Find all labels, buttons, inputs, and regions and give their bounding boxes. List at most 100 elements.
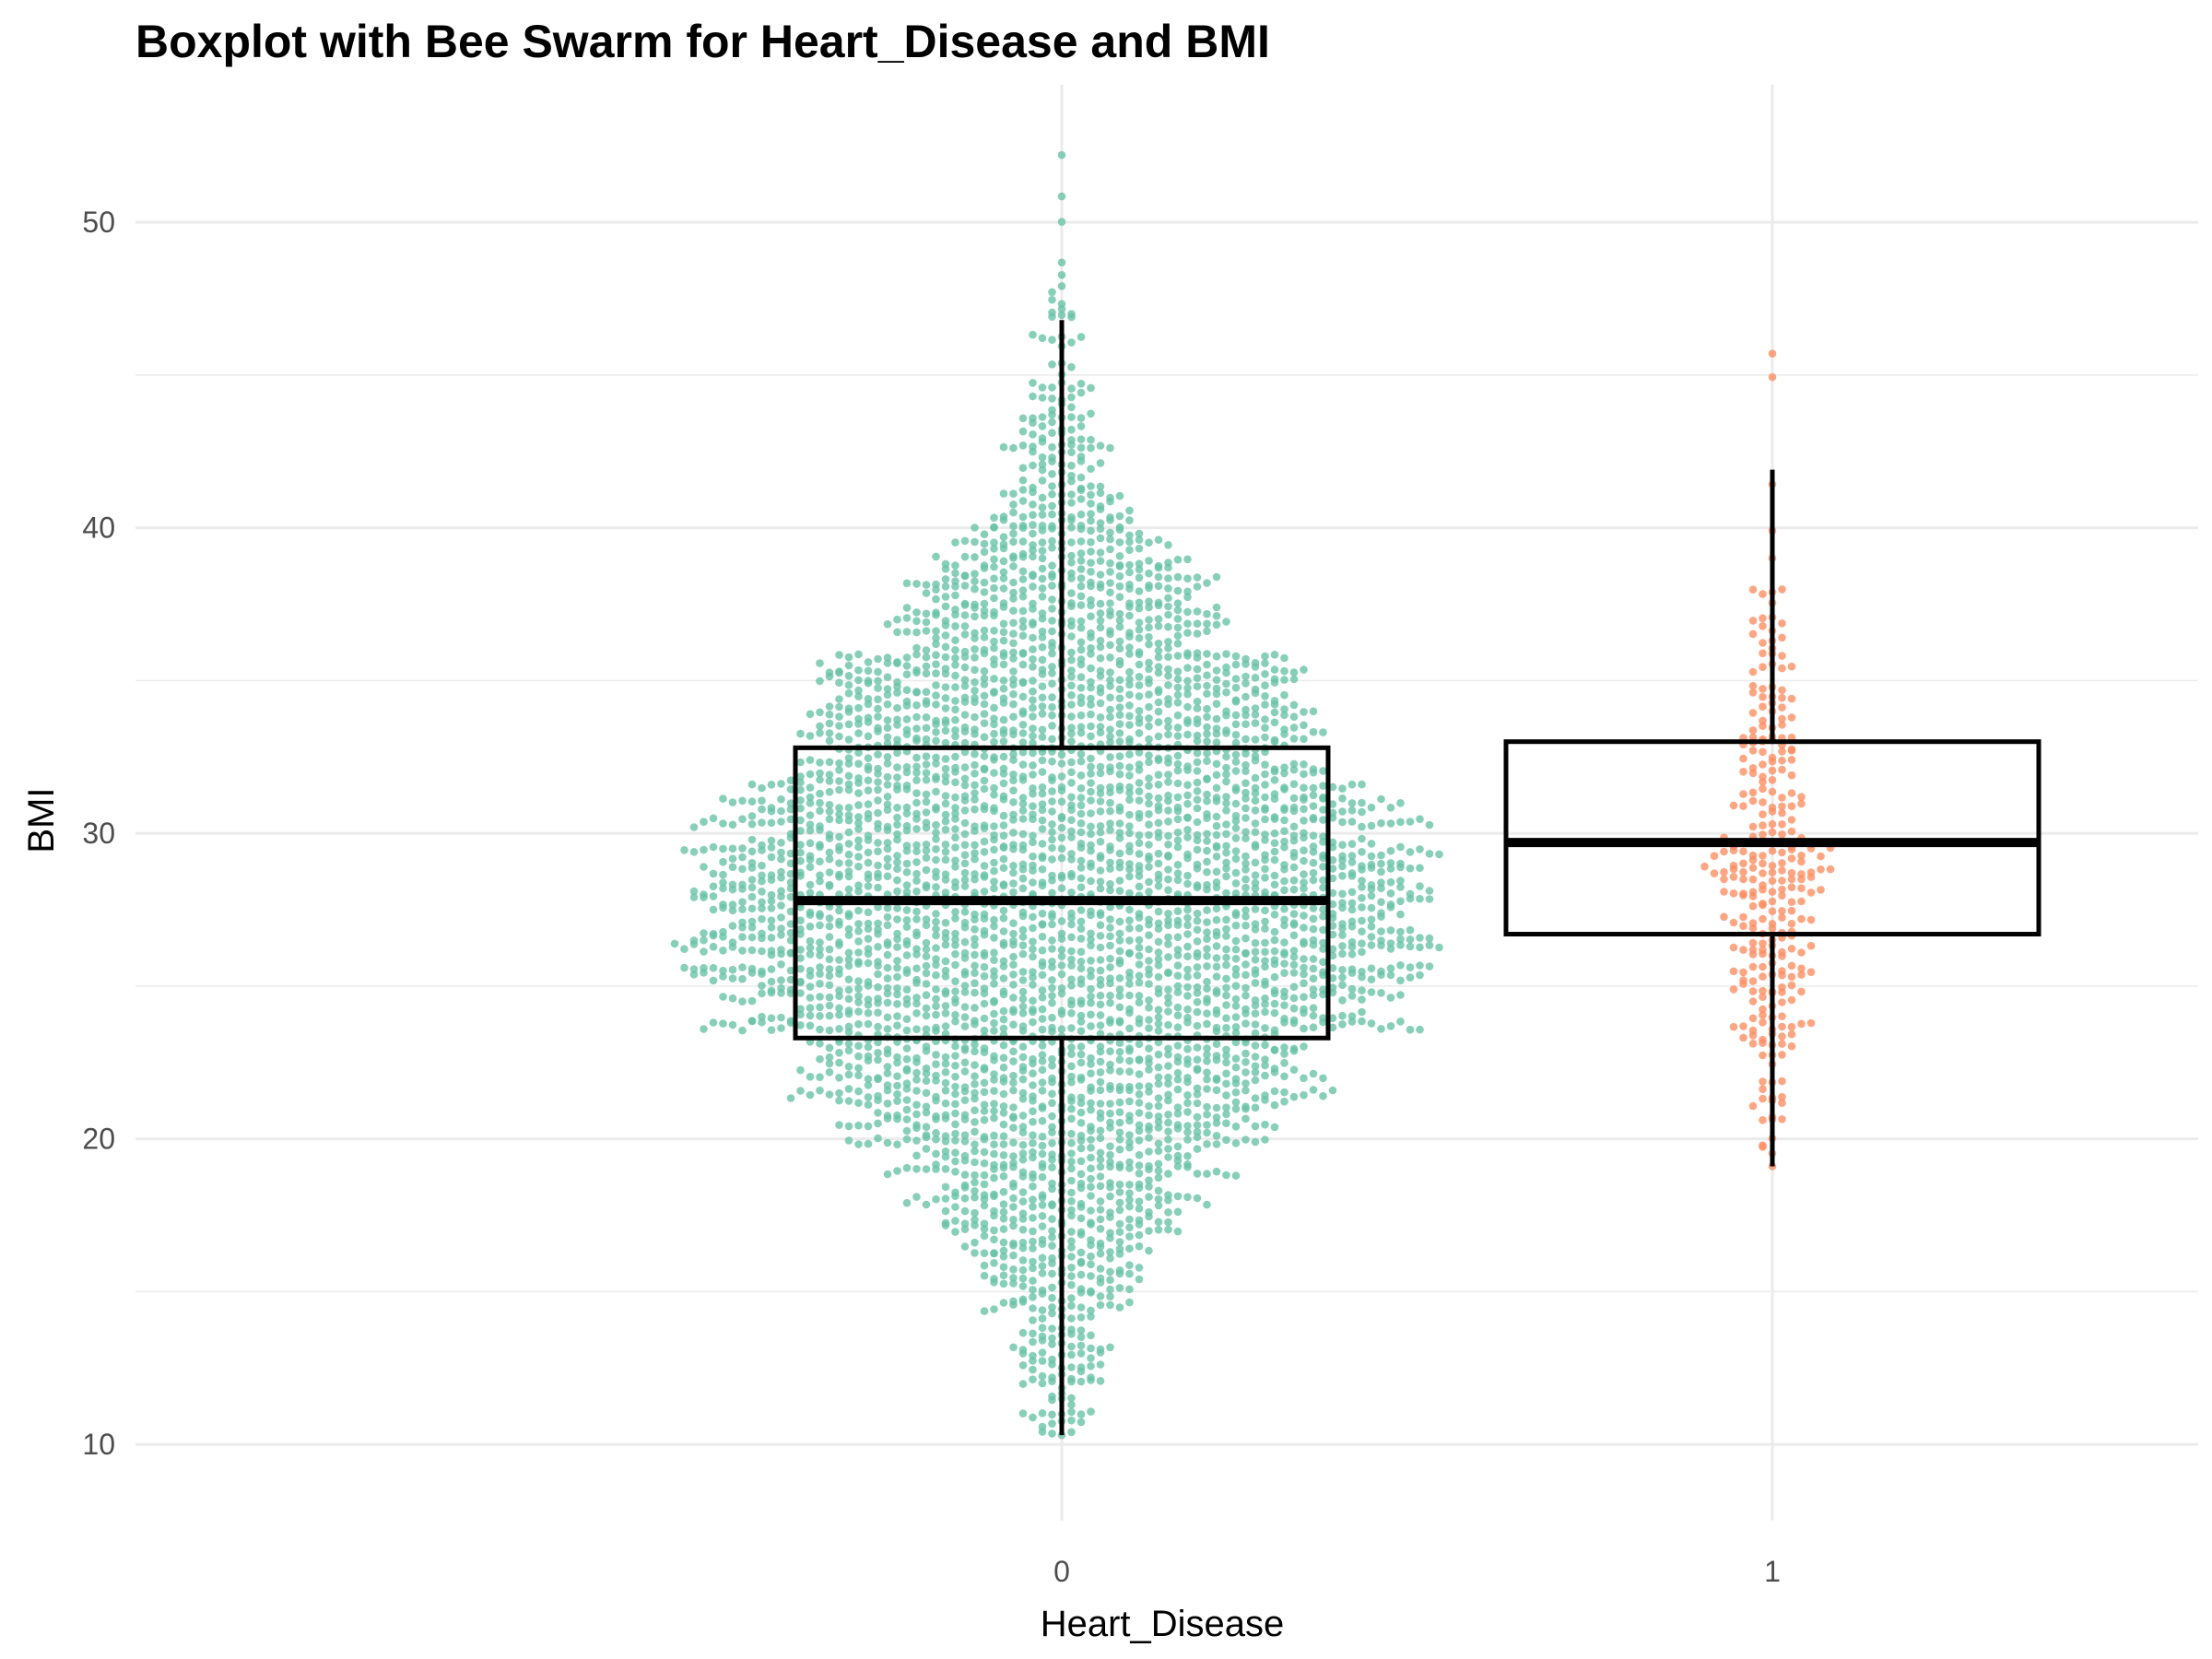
swarm-point [912, 1151, 921, 1160]
swarm-point [1018, 1328, 1028, 1337]
swarm-point [1416, 934, 1424, 942]
swarm-point [1038, 853, 1047, 863]
swarm-point [1173, 1207, 1182, 1217]
swarm-point [1377, 989, 1385, 997]
swarm-point [825, 981, 834, 990]
swarm-point [990, 1113, 998, 1123]
swarm-point [1029, 418, 1037, 428]
swarm-point [728, 974, 737, 982]
swarm-point [1106, 1213, 1114, 1221]
swarm-point [951, 1157, 959, 1166]
swarm-point [1319, 782, 1327, 790]
swarm-point [1212, 738, 1221, 747]
swarm-point [1768, 888, 1777, 896]
swarm-point [1087, 482, 1095, 490]
swarm-point [1203, 671, 1211, 679]
swarm-point [999, 962, 1008, 971]
swarm-point [816, 938, 824, 947]
swarm-point [1164, 1208, 1172, 1217]
swarm-point [1183, 652, 1192, 660]
swarm-point [796, 872, 805, 880]
swarm-point [1106, 954, 1114, 963]
swarm-point [854, 836, 863, 844]
swarm-point [1115, 582, 1124, 591]
swarm-point [1778, 891, 1786, 900]
swarm-point [1768, 757, 1777, 766]
swarm-point [1367, 903, 1376, 912]
swarm-point [1261, 836, 1269, 844]
swarm-point [1280, 785, 1288, 794]
swarm-point [1038, 933, 1047, 941]
swarm-point [1115, 992, 1124, 1000]
swarm-point [1067, 1264, 1076, 1272]
swarm-point [999, 1187, 1008, 1196]
swarm-point [1067, 1024, 1076, 1032]
swarm-point [1319, 1018, 1327, 1027]
swarm-point [960, 818, 970, 828]
swarm-point [1193, 997, 1202, 1006]
swarm-point [941, 1059, 950, 1068]
swarm-point [1135, 971, 1144, 980]
swarm-point [825, 1026, 834, 1035]
swarm-point [1125, 905, 1134, 914]
swarm-point [816, 708, 824, 717]
swarm-point [990, 1107, 998, 1115]
swarm-point [1778, 664, 1786, 673]
swarm-point [1115, 1039, 1124, 1047]
swarm-point [700, 947, 708, 956]
swarm-point [1038, 1025, 1047, 1034]
swarm-point [1173, 1041, 1182, 1050]
swarm-point [1416, 894, 1424, 903]
swarm-point [835, 1010, 843, 1019]
swarm-point [864, 1019, 873, 1029]
swarm-point [1154, 1112, 1163, 1121]
swarm-point [1145, 658, 1153, 667]
swarm-point [1416, 971, 1424, 980]
swarm-point [1145, 799, 1153, 808]
swarm-point [1038, 554, 1047, 563]
swarm-point [1077, 1050, 1086, 1059]
swarm-point [990, 1249, 998, 1258]
swarm-point [1251, 704, 1260, 712]
swarm-point [709, 869, 718, 878]
swarm-point [951, 929, 959, 938]
swarm-point [1222, 991, 1230, 1000]
swarm-point [1135, 1136, 1144, 1145]
swarm-point [1077, 1170, 1086, 1179]
swarm-point [1778, 714, 1786, 724]
swarm-point [864, 776, 873, 784]
swarm-point [941, 575, 950, 583]
swarm-point [1787, 868, 1796, 877]
swarm-point [844, 840, 853, 848]
swarm-point [1009, 712, 1018, 721]
swarm-point [709, 882, 718, 890]
swarm-point [883, 1170, 892, 1179]
swarm-point [796, 989, 805, 997]
swarm-point [1396, 1018, 1405, 1026]
swarm-point [1183, 1152, 1192, 1160]
swarm-point [883, 1069, 892, 1077]
swarm-point [1251, 1103, 1260, 1112]
swarm-point [806, 911, 815, 919]
swarm-point [932, 955, 940, 963]
swarm-point [1261, 906, 1269, 915]
swarm-point [1048, 605, 1056, 613]
swarm-point [1057, 952, 1066, 960]
y-tick-label: 30 [82, 817, 115, 850]
swarm-point [922, 915, 931, 924]
swarm-point [1787, 789, 1796, 797]
swarm-point [1358, 939, 1366, 947]
swarm-point [1270, 665, 1279, 674]
swarm-point [874, 1038, 882, 1047]
swarm-point [1087, 465, 1095, 473]
swarm-point [1386, 819, 1395, 828]
swarm-point [1135, 1040, 1144, 1049]
swarm-point [883, 1025, 892, 1033]
swarm-point [1096, 1215, 1105, 1224]
swarm-point [1125, 1261, 1134, 1269]
swarm-point [1106, 568, 1114, 576]
swarm-point [1038, 465, 1047, 475]
swarm-point [777, 960, 785, 969]
swarm-point [1135, 1090, 1144, 1099]
swarm-point [912, 964, 921, 972]
